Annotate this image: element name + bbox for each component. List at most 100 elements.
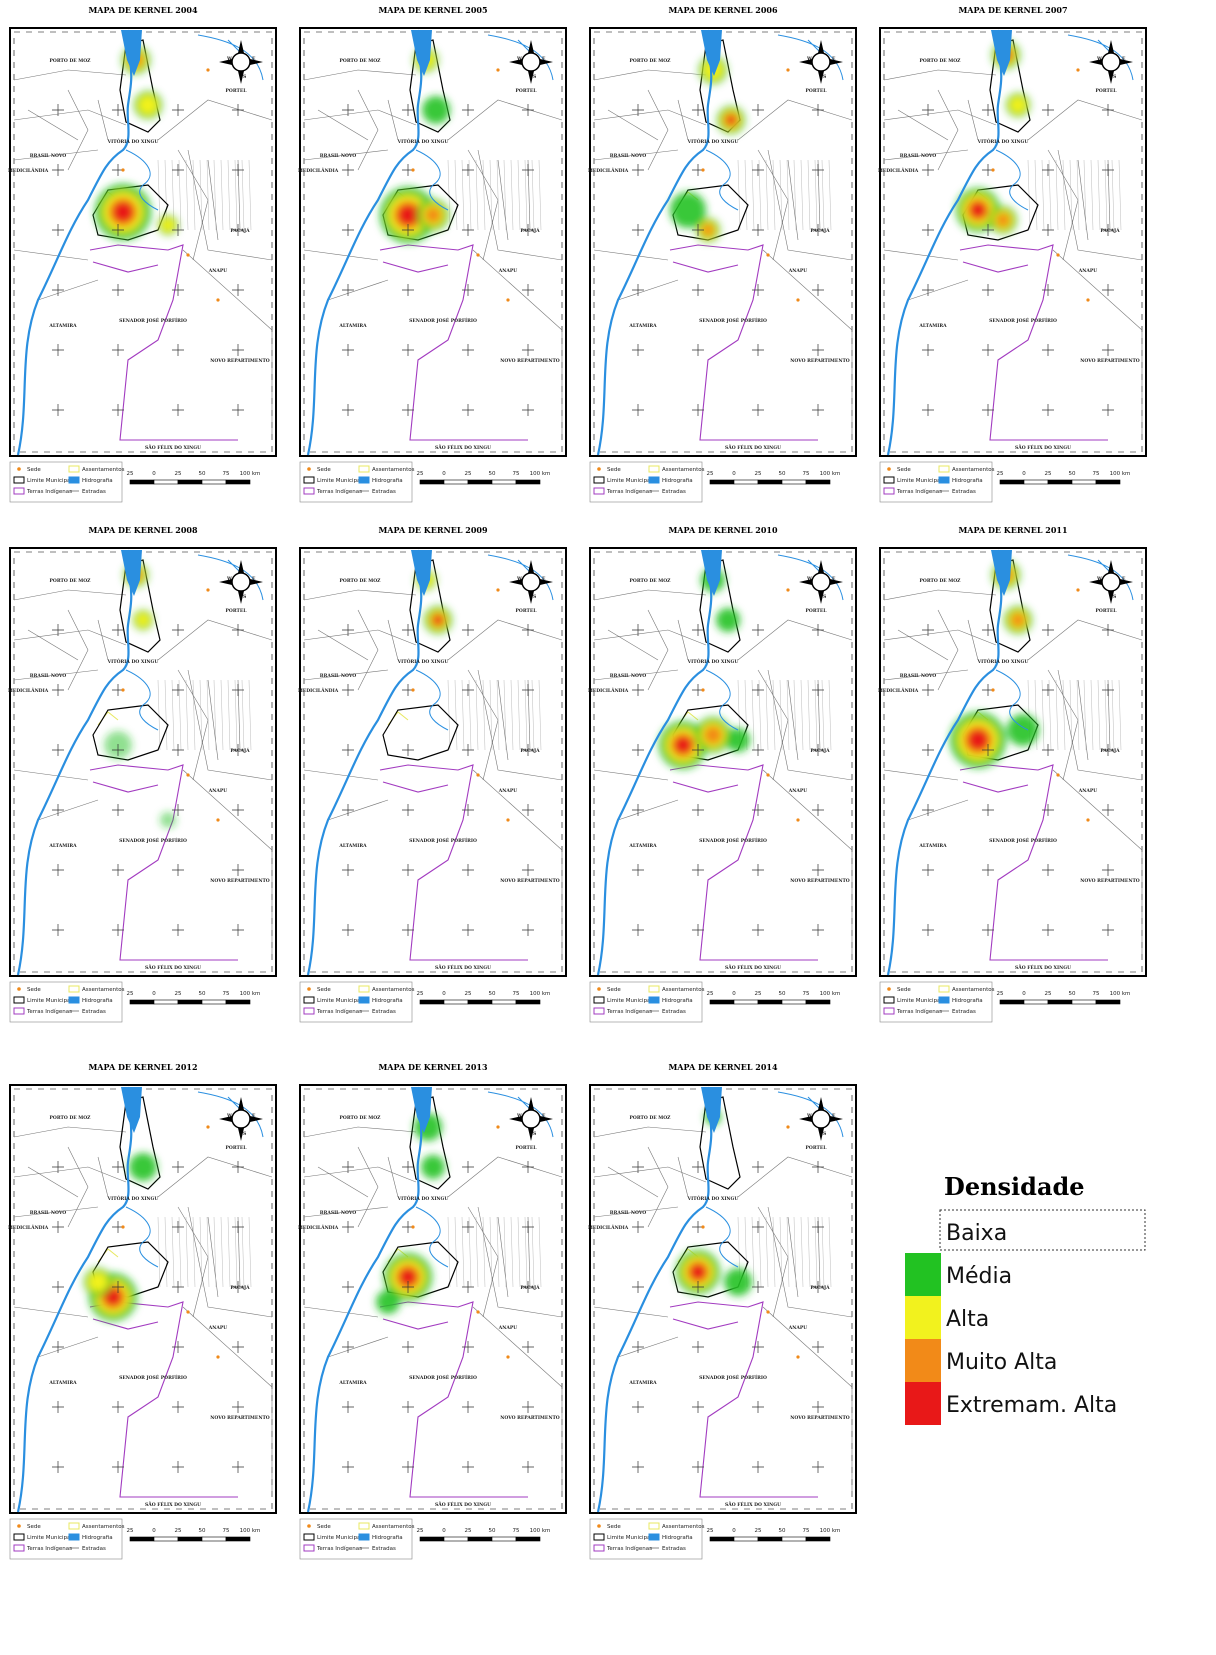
legend-label: Limite Municipal: [27, 998, 72, 1004]
place-label: BRASIL NOVO: [900, 153, 936, 159]
sede: [1086, 298, 1089, 301]
scale-label: 75: [223, 1528, 230, 1534]
legend-swatch: [597, 467, 601, 471]
scale-bar: [782, 1537, 806, 1541]
scale-label: 0: [732, 991, 736, 997]
place-label: ALTAMIRA: [918, 843, 947, 849]
legend-swatch: [884, 488, 894, 494]
legend-swatch: [359, 477, 369, 483]
scale-label: 100 km: [530, 471, 551, 477]
map-panel: MAPA DE KERNEL 2014PORTO DE MOZPORTELVIT…: [588, 1062, 856, 1559]
legend-label: Limite Municipal: [607, 998, 652, 1004]
place-label: ALTAMIRA: [338, 843, 367, 849]
scale-label: 100 km: [1110, 991, 1131, 997]
legend-label: Hidrografia: [82, 998, 113, 1004]
sede: [496, 1125, 499, 1128]
scale-bar: [154, 1000, 178, 1004]
compass-label: E: [252, 1113, 256, 1119]
scale-label: 100 km: [530, 1528, 551, 1534]
density-medium: [421, 1155, 445, 1179]
scale-bar: [516, 1537, 540, 1541]
legend-label: Estradas: [372, 1546, 396, 1552]
legend-label: Estradas: [952, 489, 976, 495]
scale-bar: [492, 480, 516, 484]
scale-label: 50: [199, 471, 206, 477]
scale-label: 25: [1045, 991, 1052, 997]
place-label: BRASIL NOVO: [320, 673, 356, 679]
scale-bar: [420, 480, 444, 484]
sede: [701, 688, 704, 691]
place-label: PORTEL: [806, 608, 828, 614]
scale-label: 75: [803, 471, 810, 477]
density-medium: [726, 728, 750, 752]
legend-label: Terras Indígenas: [606, 1008, 652, 1015]
sede: [121, 688, 124, 691]
sede: [411, 1225, 414, 1228]
sede: [206, 68, 209, 71]
scale-label: 25: [175, 471, 182, 477]
map-panel: MAPA DE KERNEL 2005PORTO DE MOZPORTELVIT…: [298, 5, 566, 502]
sede: [991, 168, 994, 171]
scale-bar: [202, 1000, 226, 1004]
place-label: NOVO REPARTIMENTO: [1080, 358, 1140, 364]
compass: [812, 1110, 830, 1128]
place-label: BRASIL NOVO: [320, 1210, 356, 1216]
density-high: [138, 95, 158, 115]
scale-bar: [202, 1537, 226, 1541]
compass-label: E: [832, 576, 836, 582]
legend-label: Terras Indígenas: [316, 1545, 362, 1552]
panel-title: MAPA DE KERNEL 2005: [378, 5, 487, 15]
legend-swatch: [69, 1534, 79, 1540]
scale-label: 25: [465, 1528, 472, 1534]
density-high: [1009, 96, 1026, 113]
map-panel: MAPA DE KERNEL 2012PORTO DE MOZPORTELVIT…: [8, 1062, 276, 1559]
place-label: MEDICILÂNDIA: [8, 687, 49, 694]
legend-label: Terras Indígenas: [316, 488, 362, 495]
scale-bar: [806, 480, 830, 484]
place-label: PORTO DE MOZ: [920, 58, 962, 64]
place-label: PACAJÁ: [810, 227, 830, 234]
sede: [796, 818, 799, 821]
scale-bar: [806, 1537, 830, 1541]
legend-label: Sede: [897, 987, 911, 993]
density-medium: [160, 812, 176, 828]
compass-label: S: [1113, 74, 1116, 80]
legend-swatch: [887, 467, 891, 471]
place-label: NOVO REPARTIMENTO: [210, 358, 270, 364]
legend-label: Assentamentos: [662, 987, 705, 993]
scale-label: 25: [127, 471, 134, 477]
density-swatch: [905, 1253, 941, 1296]
scale-bar: [444, 480, 468, 484]
compass-label: E: [832, 1113, 836, 1119]
scale-bar: [1096, 480, 1120, 484]
legend-swatch: [304, 488, 314, 494]
place-label: PORTEL: [226, 88, 248, 94]
compass-label: W: [806, 1113, 813, 1119]
scale-label: 100 km: [820, 1528, 841, 1534]
panel-title: MAPA DE KERNEL 2014: [668, 1062, 778, 1072]
scale-bar: [226, 1537, 250, 1541]
scale-bar: [1024, 1000, 1048, 1004]
legend-swatch: [304, 997, 314, 1003]
legend-swatch: [594, 488, 604, 494]
legend-swatch: [597, 987, 601, 991]
legend-swatch: [69, 986, 79, 992]
compass-label: E: [542, 576, 546, 582]
scale-bar: [178, 480, 202, 484]
scale-label: 100 km: [240, 1528, 261, 1534]
place-label: PORTO DE MOZ: [920, 578, 962, 584]
scale-label: 25: [707, 991, 714, 997]
legend-swatch: [304, 1008, 314, 1014]
place-label: PORTO DE MOZ: [340, 1115, 382, 1121]
place-label: ANAPU: [498, 1325, 517, 1331]
panel-title: MAPA DE KERNEL 2012: [88, 1062, 197, 1072]
legend-label: Hidrografia: [372, 478, 403, 484]
sede: [411, 688, 414, 691]
place-label: ANAPU: [1078, 788, 1097, 794]
place-label: ALTAMIRA: [628, 843, 657, 849]
scale-bar: [1000, 480, 1024, 484]
scale-label: 75: [1093, 471, 1100, 477]
scale-bar: [806, 1000, 830, 1004]
compass-label: S: [1113, 594, 1116, 600]
